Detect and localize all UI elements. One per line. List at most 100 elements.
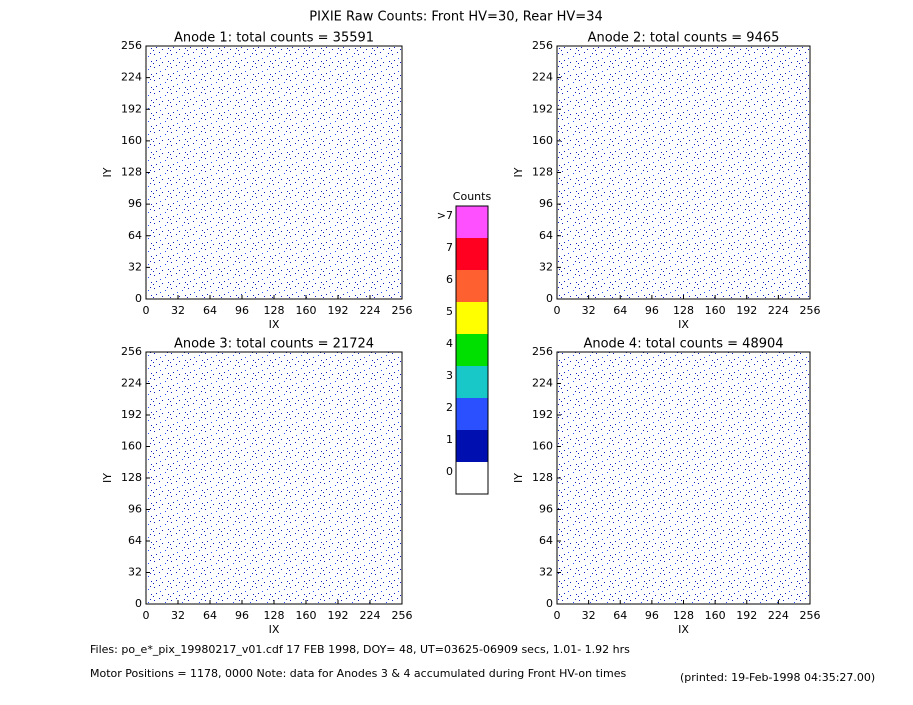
y-tick-label: 160: [121, 134, 142, 147]
x-tick-label: 128: [673, 609, 694, 622]
y-tick-label: 224: [532, 71, 553, 84]
y-tick-label: 0: [135, 292, 142, 305]
y-tick-label: 64: [539, 229, 553, 242]
y-tick-label: 0: [546, 292, 553, 305]
x-tick-label: 128: [673, 304, 694, 317]
x-tick-label: 192: [736, 304, 757, 317]
plot-area: [146, 46, 402, 299]
colorbar-label: 5: [446, 305, 453, 318]
x-tick-label: 160: [296, 304, 317, 317]
x-axis-label: IX: [269, 623, 280, 636]
y-tick-label: 160: [532, 134, 553, 147]
x-tick-label: 192: [736, 609, 757, 622]
x-tick-label: 64: [203, 304, 217, 317]
y-tick-label: 96: [128, 197, 142, 210]
y-tick-label: 32: [128, 260, 142, 273]
y-tick-label: 64: [128, 229, 142, 242]
colorbar-swatch: [456, 334, 488, 366]
x-tick-label: 256: [800, 304, 821, 317]
y-tick-label: 128: [532, 166, 553, 179]
y-tick-label: 224: [121, 71, 142, 84]
x-tick-label: 0: [554, 609, 561, 622]
colorbar-swatch: [456, 462, 488, 494]
x-tick-label: 32: [171, 609, 185, 622]
colorbar-title: Counts: [453, 190, 492, 203]
plot-area: [557, 46, 810, 299]
x-tick-label: 256: [800, 609, 821, 622]
y-axis-label: IY: [101, 167, 114, 177]
x-axis-label: IX: [678, 318, 689, 331]
x-tick-label: 224: [360, 609, 381, 622]
y-axis-label: IY: [512, 473, 525, 483]
x-tick-label: 96: [645, 609, 659, 622]
y-tick-label: 0: [546, 597, 553, 610]
plot-title: Anode 2: total counts = 9465: [588, 31, 780, 46]
x-tick-label: 128: [264, 304, 285, 317]
y-tick-label: 128: [121, 166, 142, 179]
y-tick-label: 96: [128, 503, 142, 516]
colorbar-label: 3: [446, 369, 453, 382]
y-tick-label: 160: [121, 440, 142, 453]
colorbar-swatch: [456, 238, 488, 270]
x-tick-label: 160: [296, 609, 317, 622]
y-tick-label: 192: [121, 408, 142, 421]
x-axis-label: IX: [269, 318, 280, 331]
colorbar-swatch: [456, 366, 488, 398]
y-tick-label: 224: [532, 377, 553, 390]
y-tick-label: 32: [539, 260, 553, 273]
x-tick-label: 32: [582, 609, 596, 622]
x-tick-label: 64: [613, 304, 627, 317]
plot-title: Anode 3: total counts = 21724: [174, 337, 374, 352]
colorbar-swatch: [456, 206, 488, 238]
y-axis-label: IY: [512, 167, 525, 177]
colorbar-label: 7: [446, 241, 453, 254]
y-axis-label: IY: [101, 473, 114, 483]
colorbar-swatch: [456, 270, 488, 302]
x-axis-label: IX: [678, 623, 689, 636]
x-tick-label: 0: [143, 304, 150, 317]
x-tick-label: 224: [768, 304, 789, 317]
y-tick-label: 256: [121, 345, 142, 358]
y-tick-label: 32: [539, 566, 553, 579]
x-tick-label: 96: [235, 609, 249, 622]
x-tick-label: 224: [768, 609, 789, 622]
footer-printed: (printed: 19-Feb-1998 04:35:27.00): [680, 671, 875, 684]
y-tick-label: 64: [539, 534, 553, 547]
x-tick-label: 96: [645, 304, 659, 317]
plot-area: [146, 352, 402, 604]
plot-title: Anode 4: total counts = 48904: [583, 337, 783, 352]
plot-area: [557, 352, 810, 604]
y-tick-label: 0: [135, 597, 142, 610]
x-tick-label: 128: [264, 609, 285, 622]
footer-files: Files: po_e*_pix_19980217_v01.cdf 17 FEB…: [90, 643, 630, 656]
y-tick-label: 256: [532, 345, 553, 358]
y-tick-label: 224: [121, 377, 142, 390]
x-tick-label: 192: [328, 304, 349, 317]
y-tick-label: 128: [532, 471, 553, 484]
x-tick-label: 32: [171, 304, 185, 317]
y-tick-label: 64: [128, 534, 142, 547]
x-tick-label: 256: [392, 304, 413, 317]
y-tick-label: 32: [128, 566, 142, 579]
y-tick-label: 192: [532, 102, 553, 115]
x-tick-label: 160: [705, 304, 726, 317]
x-tick-label: 64: [613, 609, 627, 622]
colorbar-frame: [455, 205, 489, 495]
colorbar-swatch: [456, 302, 488, 334]
colorbar-label: 1: [446, 433, 453, 446]
footer-motor: Motor Positions = 1178, 0000 Note: data …: [90, 667, 626, 680]
x-tick-label: 160: [705, 609, 726, 622]
colorbar-label: 2: [446, 401, 453, 414]
x-tick-label: 32: [582, 304, 596, 317]
y-tick-label: 256: [532, 39, 553, 52]
y-tick-label: 128: [121, 471, 142, 484]
colorbar-label: 0: [446, 465, 453, 478]
page-title: PIXIE Raw Counts: Front HV=30, Rear HV=3…: [309, 10, 603, 25]
x-tick-label: 64: [203, 609, 217, 622]
x-tick-label: 192: [328, 609, 349, 622]
x-tick-label: 96: [235, 304, 249, 317]
y-tick-label: 192: [532, 408, 553, 421]
colorbar-label: 4: [446, 337, 453, 350]
y-tick-label: 256: [121, 39, 142, 52]
